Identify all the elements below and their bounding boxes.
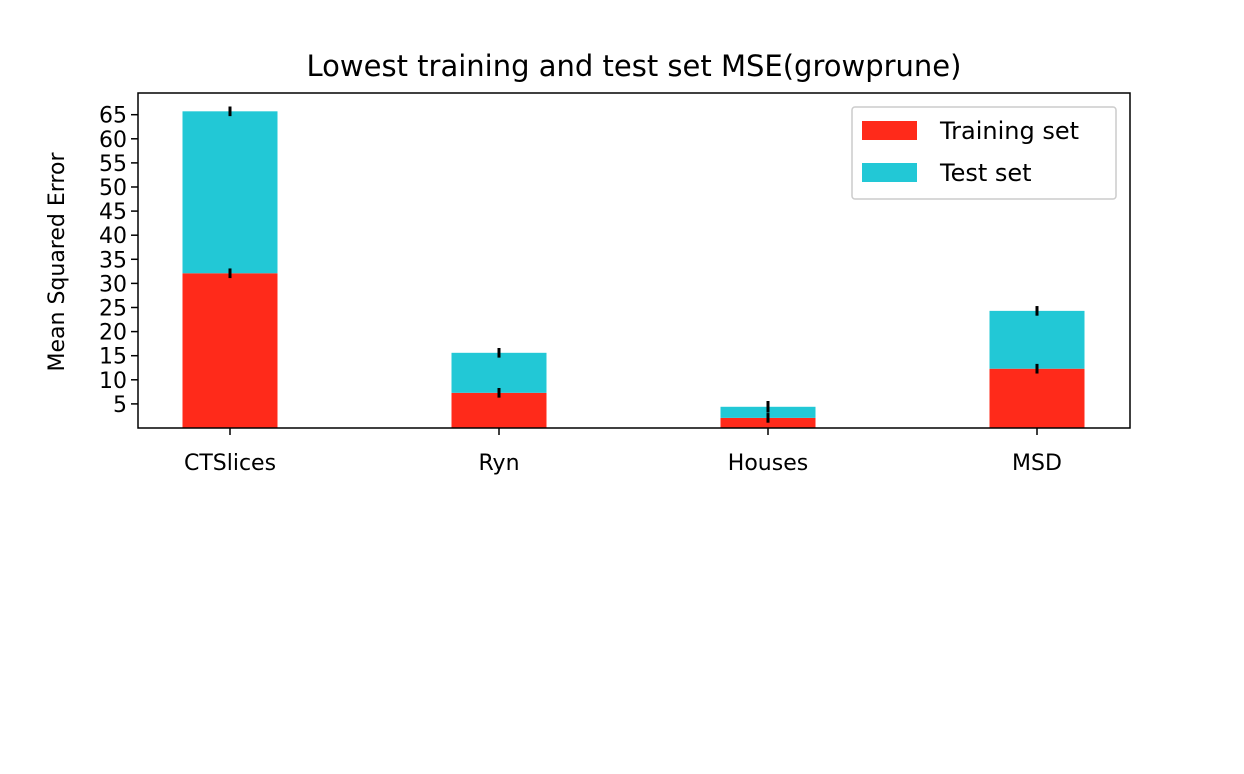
y-tick-label: 20 (99, 321, 127, 346)
chart-title: Lowest training and test set MSE(growpru… (307, 49, 962, 83)
legend-swatch-training-set (862, 121, 917, 140)
legend-label-training-set: Training set (939, 117, 1079, 145)
bar-training-set-ryn (451, 392, 547, 428)
bar-test-set-ctslices (182, 111, 278, 274)
y-tick-label: 40 (99, 224, 127, 249)
x-tick-label-ctslices: CTSlices (184, 451, 276, 476)
y-tick-label: 30 (99, 272, 127, 297)
y-tick-label: 50 (99, 176, 127, 201)
x-tick-label-houses: Houses (728, 451, 808, 476)
y-tick-label: 55 (99, 152, 127, 177)
y-tick-label: 35 (99, 248, 127, 273)
y-tick-label: 5 (113, 393, 127, 418)
bar-test-set-msd (989, 310, 1085, 369)
legend: Training set Test set (851, 106, 1117, 200)
x-axis-ticks: CTSlices Ryn Houses MSD (184, 428, 1062, 476)
x-tick-label-msd: MSD (1012, 451, 1062, 476)
y-tick-label: 65 (99, 104, 127, 129)
legend-frame (851, 106, 1117, 200)
bar-test-set-ryn (451, 352, 547, 393)
x-tick-label-ryn: Ryn (478, 451, 519, 476)
y-tick-label: 25 (99, 296, 127, 321)
legend-swatch-test-set (862, 163, 917, 182)
error-bars-layer (228, 106, 1039, 423)
y-axis-label: Mean Squared Error (45, 152, 70, 372)
bar-training-set-houses (720, 417, 816, 428)
bar-training-set-ctslices (182, 273, 278, 428)
plot-frame (137, 92, 1131, 429)
y-tick-label: 60 (99, 128, 127, 153)
y-tick-label: 45 (99, 200, 127, 225)
y-tick-label: 15 (99, 345, 127, 370)
y-tick-label: 10 (99, 369, 127, 394)
bar-training-set-msd (989, 368, 1085, 428)
legend-label-test-set: Test set (939, 159, 1032, 187)
bars-layer (182, 111, 1085, 428)
